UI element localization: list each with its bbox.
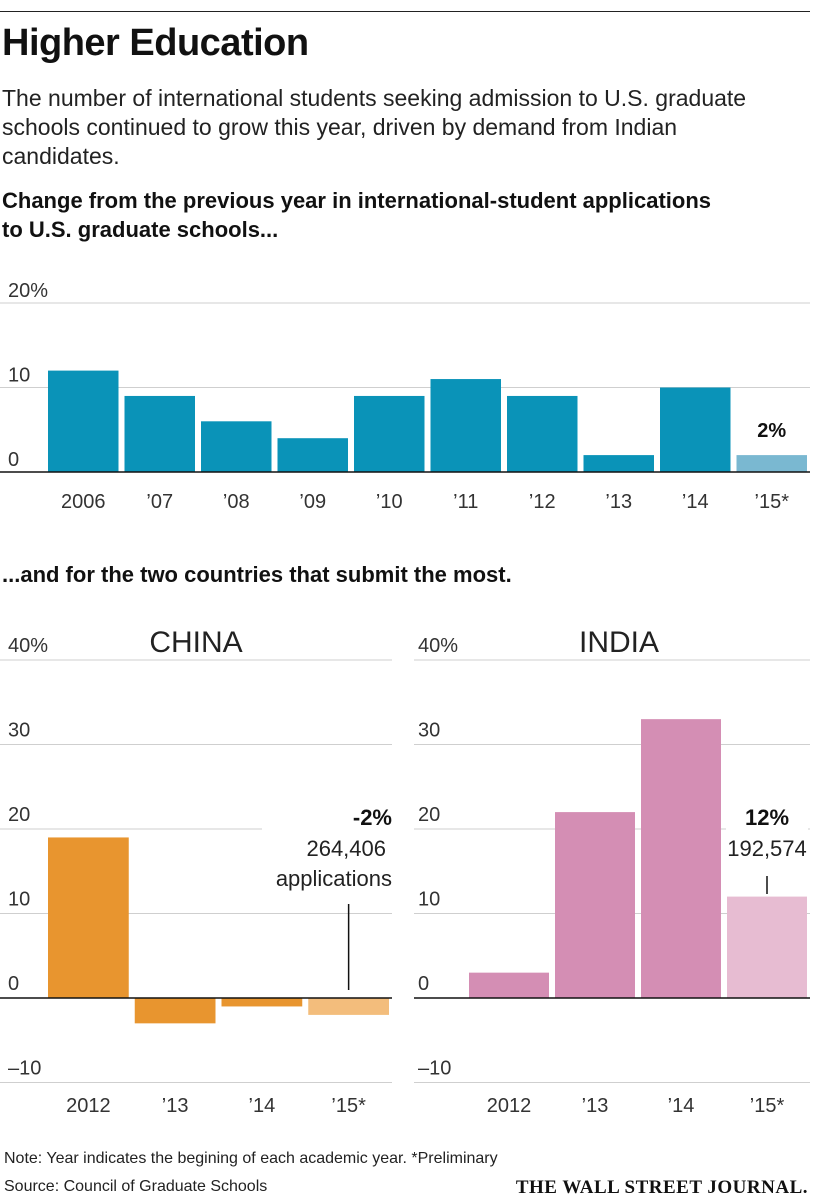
- x-tick-label: ’13: [605, 491, 632, 513]
- y-tick-label: 30: [418, 720, 440, 742]
- x-tick-label: ’10: [376, 491, 403, 513]
- bar: [430, 379, 501, 472]
- page-title: Higher Education: [2, 22, 309, 64]
- chart2-heading: ...and for the two countries that submit…: [2, 562, 512, 587]
- value-label: 12%: [745, 805, 789, 830]
- source-note: Source: Council of Graduate Schools: [4, 1178, 268, 1195]
- bar: [48, 370, 119, 472]
- y-tick-label: 40%: [8, 635, 48, 657]
- bar: [583, 455, 654, 472]
- bar: [507, 395, 578, 472]
- bar: [201, 421, 272, 472]
- y-tick-label: 40%: [418, 635, 458, 657]
- top-rule: [0, 11, 810, 12]
- bar: [354, 395, 425, 472]
- x-tick-label: ’15*: [755, 491, 790, 513]
- unit-label: applications: [276, 866, 392, 891]
- x-tick-label: 2006: [61, 491, 106, 513]
- y-tick-label: 30: [8, 720, 30, 742]
- bar: [221, 998, 303, 1007]
- panel-title: CHINA: [149, 626, 242, 659]
- bar: [555, 812, 635, 998]
- count-label: 264,406: [306, 836, 386, 861]
- bar: [48, 837, 129, 998]
- bar: [660, 387, 731, 472]
- bar: [736, 455, 807, 472]
- x-tick-label: ’13: [162, 1095, 189, 1117]
- annotation-backing: [262, 800, 394, 910]
- y-tick-label: –10: [418, 1058, 451, 1080]
- chart1-heading-line2: to U.S. graduate schools...: [2, 217, 279, 242]
- publisher-logo: THE WALL STREET JOURNAL.: [515, 1177, 808, 1198]
- y-tick-label: 10: [8, 365, 30, 387]
- annotation-backing: [726, 800, 808, 862]
- count-label: 192,574: [727, 836, 807, 861]
- x-tick-label: ’13: [582, 1095, 609, 1117]
- bar: [308, 998, 389, 1015]
- china-chart: 40% 30 20 10 0 –10 CHINA 2012 ’13 ’14 ’15* -2% 264,4…: [0, 626, 394, 1117]
- x-tick-label: ’15*: [331, 1095, 366, 1117]
- x-tick-label: ’14: [249, 1095, 276, 1117]
- x-tick-label: 2012: [66, 1095, 111, 1117]
- value-label: -2%: [353, 805, 392, 830]
- x-tick-label: 2012: [487, 1095, 532, 1117]
- y-tick-label: 10: [8, 889, 30, 911]
- x-tick-label: ’07: [146, 491, 173, 513]
- bar: [469, 972, 549, 998]
- y-tick-label: 0: [418, 973, 429, 995]
- bar: [134, 998, 216, 1024]
- bar: [277, 438, 348, 472]
- bar: [727, 896, 807, 998]
- y-tick-label: 20: [8, 804, 30, 826]
- bar: [124, 395, 195, 472]
- x-tick-label: ’14: [668, 1095, 695, 1117]
- x-tick-label: ’11: [453, 491, 478, 513]
- y-tick-label: 0: [8, 973, 19, 995]
- x-tick-label: ’09: [299, 491, 326, 513]
- value-label: 2%: [757, 420, 786, 442]
- y-tick-label: 20%: [8, 280, 48, 302]
- y-tick-label: 20: [418, 804, 440, 826]
- y-tick-label: 0: [8, 449, 19, 471]
- x-tick-label: ’08: [223, 491, 250, 513]
- x-tick-label: ’12: [529, 491, 556, 513]
- bar: [641, 719, 721, 998]
- y-tick-label: 10: [418, 889, 440, 911]
- footnote: Note: Year indicates the begining of eac…: [4, 1150, 498, 1167]
- india-chart: 40% 30 20 10 0 –10 INDIA 2012 ’13 ’14 ’15* 12% 192,5…: [414, 626, 810, 1117]
- chart1-heading-line1: Change from the previous year in interna…: [2, 188, 711, 213]
- annual-change-chart: 20% 10 0 2006 ’07 ’08 ’09 ’10 ’11 ’12 ’13 ’14 ’15* 2%: [0, 280, 810, 513]
- x-tick-label: ’15*: [750, 1095, 785, 1117]
- page-subtitle: The number of international students see…: [2, 85, 747, 169]
- panel-title: INDIA: [579, 626, 659, 659]
- y-tick-label: –10: [8, 1058, 41, 1080]
- x-tick-label: ’14: [682, 491, 709, 513]
